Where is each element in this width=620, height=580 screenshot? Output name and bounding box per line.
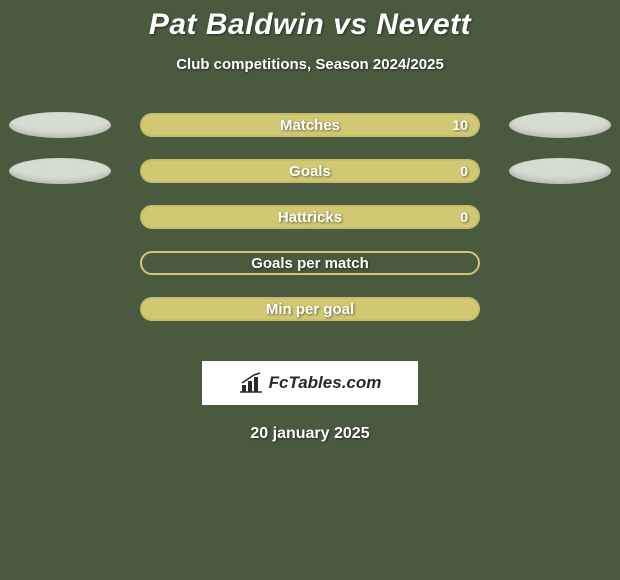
stat-row: Min per goal — [0, 295, 620, 341]
ellipse-marker — [509, 158, 611, 184]
chart-container: Pat Baldwin vs Nevett Club competitions,… — [0, 0, 620, 443]
stat-bar: Goals per match — [140, 251, 480, 275]
ellipse-marker — [9, 158, 111, 184]
subtitle: Club competitions, Season 2024/2025 — [0, 56, 620, 73]
stat-bar-label: Goals per match — [142, 255, 478, 272]
stat-row: Goals per match — [0, 249, 620, 295]
stat-row: Hattricks0 — [0, 203, 620, 249]
stat-bar: Min per goal — [140, 297, 480, 321]
ellipse-marker — [509, 112, 611, 138]
chart-icon — [239, 372, 265, 394]
stat-bar: Goals0 — [140, 159, 480, 183]
stat-bar-label: Goals — [142, 163, 478, 180]
date-label: 20 january 2025 — [0, 425, 620, 443]
page-title: Pat Baldwin vs Nevett — [0, 8, 620, 42]
stat-row: Matches10 — [0, 111, 620, 157]
stat-bar-label: Matches — [142, 117, 478, 134]
stat-bar-value: 0 — [460, 209, 468, 225]
stat-bar: Hattricks0 — [140, 205, 480, 229]
stat-rows: Matches10Goals0Hattricks0Goals per match… — [0, 111, 620, 341]
logo-text: FcTables.com — [269, 373, 382, 393]
logo-box: FcTables.com — [202, 361, 418, 405]
stat-bar: Matches10 — [140, 113, 480, 137]
stat-bar-value: 0 — [460, 163, 468, 179]
stat-bar-value: 10 — [452, 117, 468, 133]
stat-bar-label: Hattricks — [142, 209, 478, 226]
logo: FcTables.com — [239, 372, 382, 394]
stat-row: Goals0 — [0, 157, 620, 203]
ellipse-marker — [9, 112, 111, 138]
stat-bar-label: Min per goal — [142, 301, 478, 318]
